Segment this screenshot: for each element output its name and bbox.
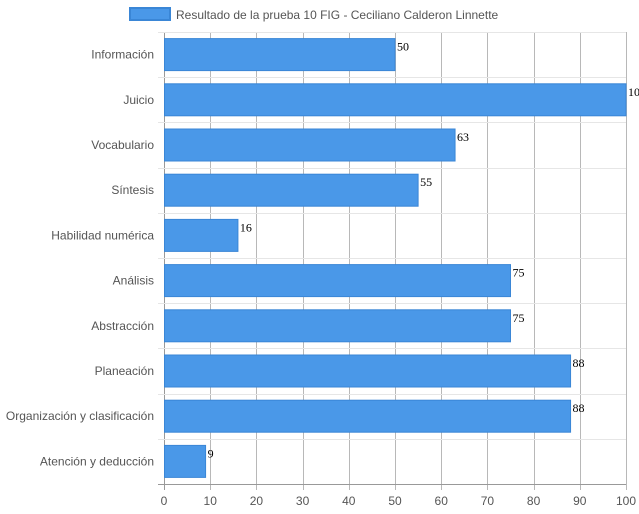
bar[interactable] (164, 38, 396, 72)
bar[interactable] (164, 173, 419, 207)
bar-value-label: 16 (240, 220, 252, 234)
bar-value-label: 75 (513, 311, 525, 325)
bar[interactable] (164, 354, 572, 388)
x-tick-labels: 0 10 20 30 40 50 60 70 80 90 100 (161, 494, 637, 508)
bar-value-label: 63 (457, 130, 469, 144)
x-tick-label: 80 (527, 494, 541, 508)
bar[interactable] (164, 128, 456, 162)
x-tick-label: 60 (435, 494, 449, 508)
category-label: Planeación (95, 364, 154, 378)
category-label: Organización y clasificación (6, 409, 154, 423)
x-tick-label: 20 (250, 494, 264, 508)
bars (164, 38, 627, 478)
category-label: Juicio (123, 93, 154, 107)
value-labels: 50 100 63 55 16 75 75 88 88 9 (208, 40, 639, 461)
bar[interactable] (164, 218, 239, 252)
legend[interactable]: Resultado de la prueba 10 FIG - Cecilian… (129, 7, 499, 22)
bar-value-label: 75 (513, 266, 525, 280)
category-label: Habilidad numérica (51, 228, 154, 242)
x-tick-label: 10 (204, 494, 218, 508)
category-label: Análisis (113, 274, 154, 288)
x-tick-label: 90 (573, 494, 587, 508)
bar-value-label: 100 (628, 85, 639, 99)
legend-series-name: Resultado de la prueba 10 FIG - Cecilian… (176, 8, 499, 22)
x-tick-label: 0 (161, 494, 168, 508)
bar-value-label: 9 (208, 446, 214, 460)
bar[interactable] (164, 83, 627, 117)
bar[interactable] (164, 309, 511, 343)
category-label: Atención y deducción (40, 454, 154, 468)
bar-value-label: 55 (420, 175, 432, 189)
x-tick-label: 50 (388, 494, 402, 508)
category-labels: Información Juicio Vocabulario Síntesis Habi… (6, 48, 154, 469)
category-label: Abstracción (91, 319, 154, 333)
bar[interactable] (164, 444, 207, 478)
bar[interactable] (164, 264, 511, 298)
bar-value-label: 88 (573, 401, 585, 415)
category-label: Vocabulario (91, 138, 154, 152)
category-label: Síntesis (111, 183, 154, 197)
x-tick-label: 40 (342, 494, 356, 508)
bar-value-label: 88 (573, 356, 585, 370)
category-label: Información (91, 48, 154, 62)
bar[interactable] (164, 399, 572, 433)
bar-value-label: 50 (397, 40, 409, 54)
legend-swatch (129, 7, 171, 21)
x-tick-label: 70 (481, 494, 495, 508)
x-tick-label: 100 (616, 494, 636, 508)
x-tick-label: 30 (296, 494, 310, 508)
